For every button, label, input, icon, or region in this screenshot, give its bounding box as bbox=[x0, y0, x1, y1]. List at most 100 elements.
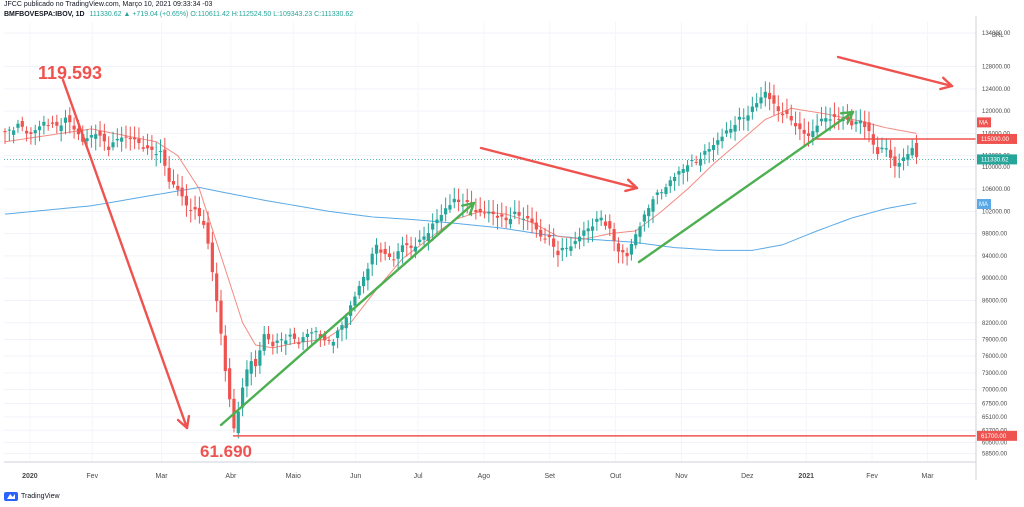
candle-body bbox=[163, 149, 167, 166]
y-tick-label: 90000.00 bbox=[982, 276, 1008, 282]
arrow-rally-head bbox=[839, 110, 855, 124]
candle-body bbox=[141, 147, 145, 149]
candle-body bbox=[781, 113, 785, 116]
candle-body bbox=[867, 122, 871, 132]
candle-body bbox=[465, 200, 469, 202]
candle-body bbox=[539, 229, 543, 237]
candle-body bbox=[336, 330, 340, 338]
candle-body bbox=[906, 154, 910, 160]
y-tick-label: 73000.00 bbox=[982, 371, 1008, 377]
ohlc-values: 111330.62 ▲ +719.04 (+0.65%) O:110611.42… bbox=[89, 11, 354, 18]
candle-body bbox=[616, 243, 621, 252]
candle-body bbox=[409, 245, 413, 248]
candle-body bbox=[258, 350, 262, 366]
y-tick-label: 110000.00 bbox=[982, 165, 1011, 171]
candle-body bbox=[608, 221, 612, 229]
candle-body bbox=[755, 103, 759, 108]
candle-body bbox=[806, 133, 811, 136]
candle-body bbox=[167, 167, 171, 182]
candle-body bbox=[133, 137, 137, 140]
last-price-tag-label: 111330.62 bbox=[981, 158, 1009, 164]
candle-body bbox=[457, 199, 461, 203]
candle-body bbox=[482, 212, 487, 214]
candle-body bbox=[288, 334, 292, 337]
last-price-tag bbox=[977, 154, 1017, 165]
candle-body bbox=[16, 123, 20, 128]
candle-body bbox=[599, 217, 603, 221]
candle-body bbox=[444, 208, 448, 215]
candle-body bbox=[681, 169, 685, 173]
y-tick-label: 134000.00 bbox=[982, 31, 1011, 37]
candle-body bbox=[768, 92, 772, 100]
ma-slow-line bbox=[4, 186, 917, 251]
candle-body bbox=[914, 142, 919, 157]
candle-body bbox=[3, 131, 7, 133]
candle-body bbox=[193, 207, 197, 210]
y-axis: 134000.00128000.00124000.00120000.001160… bbox=[975, 16, 1017, 480]
candle-body bbox=[776, 106, 780, 112]
candle-body bbox=[694, 161, 698, 163]
candle-body bbox=[94, 134, 98, 139]
candle-body bbox=[901, 157, 906, 162]
candle-body bbox=[845, 115, 849, 120]
candle-body bbox=[703, 150, 707, 155]
y-tick-label: 67500.00 bbox=[982, 402, 1008, 408]
candle-body bbox=[7, 129, 11, 131]
candle-body bbox=[448, 205, 452, 210]
candle-body bbox=[521, 218, 525, 220]
candle-body bbox=[487, 211, 491, 214]
candle-body bbox=[577, 236, 582, 242]
candle-body bbox=[716, 140, 720, 145]
arrow-crash-head bbox=[176, 414, 191, 430]
candle-body bbox=[284, 340, 288, 345]
candle-body bbox=[711, 145, 716, 151]
tradingview-logo[interactable]: TradingView bbox=[4, 492, 60, 501]
annotation-high: 119.593 bbox=[38, 63, 102, 83]
candle-body bbox=[115, 138, 119, 141]
candle-body bbox=[120, 137, 124, 142]
candle-body bbox=[763, 91, 767, 98]
tradingview-icon bbox=[4, 492, 18, 501]
candle-body bbox=[25, 130, 29, 134]
candle-body bbox=[737, 116, 741, 120]
x-tick-label: Out bbox=[610, 473, 621, 480]
arrow-recovery-head bbox=[461, 201, 476, 216]
publisher-line: JFCC publicado no TradingView.com, Março… bbox=[4, 1, 213, 8]
candle-body bbox=[569, 246, 573, 251]
ma-fast-polyline bbox=[4, 107, 917, 349]
candle-body bbox=[150, 146, 154, 150]
candle-body bbox=[534, 222, 538, 230]
candle-body bbox=[42, 121, 46, 126]
candle-body bbox=[20, 121, 24, 127]
candle-body bbox=[310, 332, 314, 334]
ma-tag bbox=[977, 199, 991, 210]
candle-body bbox=[111, 142, 115, 148]
level-tag bbox=[977, 430, 1017, 441]
candle-body bbox=[400, 245, 405, 253]
candle-body bbox=[495, 215, 500, 218]
candle-body bbox=[612, 229, 616, 241]
candle-body bbox=[673, 176, 677, 182]
candle-body bbox=[379, 249, 383, 253]
ma-tag bbox=[977, 117, 991, 128]
candle-body bbox=[850, 120, 854, 126]
candle-body bbox=[832, 114, 837, 117]
candle-body bbox=[72, 125, 76, 130]
candle-body bbox=[573, 240, 577, 245]
candle-body bbox=[253, 358, 258, 367]
arrow-correction-head bbox=[624, 178, 639, 193]
level-tag-label: 61700.00 bbox=[981, 434, 1007, 440]
arrow-pullback bbox=[836, 55, 954, 88]
candle-body bbox=[331, 341, 335, 346]
candle-body bbox=[422, 236, 426, 240]
x-tick-label: Mar bbox=[921, 473, 934, 480]
candle-body bbox=[189, 210, 193, 212]
candle-body bbox=[789, 116, 793, 121]
x-tick-label: Ago bbox=[478, 473, 491, 480]
x-tick-label: Jul bbox=[414, 473, 423, 480]
candle-body bbox=[29, 132, 33, 134]
candle-body bbox=[629, 243, 633, 255]
candle-body bbox=[435, 219, 439, 224]
candle-body bbox=[145, 145, 150, 149]
